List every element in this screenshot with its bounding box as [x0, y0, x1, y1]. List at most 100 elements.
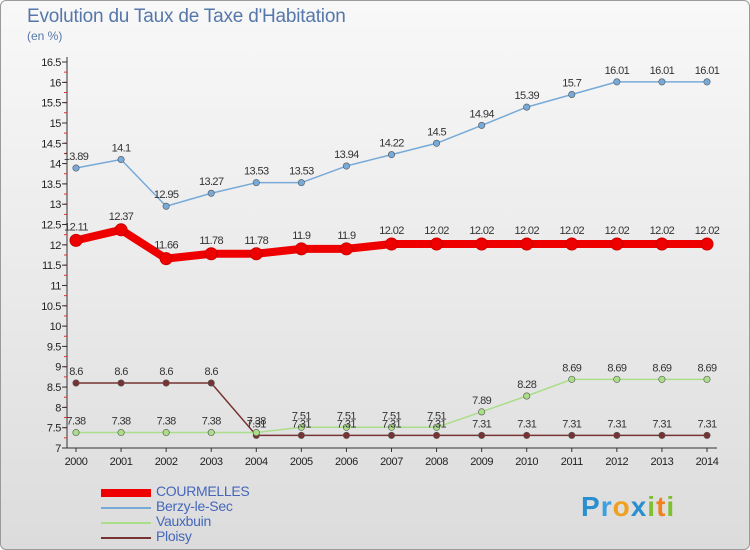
y-tick-label: 14.5	[41, 138, 61, 150]
series-point-2	[162, 429, 170, 437]
series-point-0	[610, 237, 624, 251]
legend-swatch	[101, 522, 151, 524]
data-label: 8.69	[652, 362, 671, 374]
y-tick-label: 12	[50, 240, 62, 252]
data-label: 14.94	[469, 108, 494, 120]
y-tick-label: 9.5	[47, 341, 61, 353]
data-label: 7.31	[427, 418, 446, 430]
series-point-0	[69, 233, 83, 247]
data-label: 14.1	[112, 143, 131, 155]
series-point-1	[523, 103, 531, 111]
series-point-1	[478, 121, 486, 129]
series-point-2	[117, 429, 125, 437]
series-point-2	[387, 423, 395, 431]
data-label: 11.66	[154, 240, 178, 252]
series-point-0	[430, 237, 444, 251]
x-tick-label: 2005	[290, 456, 313, 468]
series-point-1	[568, 91, 576, 99]
series-point-1	[207, 189, 215, 197]
data-label: 11.9	[337, 230, 356, 242]
data-label: 7.31	[292, 418, 311, 430]
data-label: 14.5	[427, 126, 446, 138]
series-point-2	[342, 423, 350, 431]
data-label: 7.38	[202, 416, 221, 428]
series-point-2	[252, 429, 260, 437]
data-label: 7.31	[337, 418, 356, 430]
data-label: 8.6	[159, 366, 173, 378]
data-label: 7.31	[697, 418, 716, 430]
x-tick-label: 2011	[561, 456, 583, 468]
x-tick-label: 2013	[650, 456, 673, 468]
series-point-3	[342, 431, 350, 439]
series-point-0	[114, 223, 128, 237]
data-label: 12.02	[469, 225, 494, 237]
x-tick-label: 2010	[515, 456, 538, 468]
data-label: 12.02	[514, 225, 539, 237]
data-label: 12.02	[424, 225, 449, 237]
legend-swatch	[101, 537, 151, 539]
series-point-1	[658, 78, 666, 86]
series-point-2	[72, 429, 80, 437]
data-label: 13.53	[289, 166, 314, 178]
data-label: 12.02	[650, 225, 675, 237]
data-label: 12.02	[605, 225, 630, 237]
series-point-3	[568, 431, 576, 439]
legend-swatch	[101, 489, 151, 497]
y-tick-label: 16.5	[41, 57, 61, 69]
series-point-3	[207, 379, 215, 387]
series-point-3	[478, 431, 486, 439]
data-label: 13.53	[244, 166, 269, 178]
data-label: 12.37	[109, 211, 134, 223]
data-label: 7.31	[472, 418, 491, 430]
series-point-2	[207, 429, 215, 437]
series-point-0	[204, 247, 218, 261]
series-point-0	[159, 252, 173, 266]
y-tick-label: 7.5	[47, 423, 61, 435]
x-tick-label: 2008	[425, 456, 448, 468]
series-point-2	[568, 375, 576, 383]
series-point-3	[658, 431, 666, 439]
series-point-3	[613, 431, 621, 439]
chart-title: Evolution du Taux de Taxe d'Habitation	[27, 6, 346, 27]
data-label: 8.69	[697, 362, 716, 374]
series-point-2	[297, 423, 305, 431]
series-point-0	[700, 237, 714, 251]
series-point-2	[523, 392, 531, 400]
data-label: 7.31	[652, 418, 671, 430]
data-label: 12.02	[379, 225, 404, 237]
data-label: 7.51	[382, 410, 401, 422]
y-tick-label: 10.5	[41, 301, 61, 313]
data-label: 8.28	[517, 379, 536, 391]
series-point-0	[385, 237, 398, 251]
data-label: 8.69	[607, 362, 626, 374]
series-point-1	[387, 151, 395, 159]
legend-label: Vauxbuin	[156, 513, 211, 529]
data-label: 12.02	[560, 225, 585, 237]
series-point-0	[655, 237, 669, 251]
series-point-0	[249, 247, 263, 261]
series-point-1	[117, 156, 125, 164]
y-tick-label: 15.5	[41, 98, 61, 110]
data-label: 7.51	[427, 410, 446, 422]
legend-swatch	[101, 507, 151, 509]
data-label: 13.89	[64, 151, 89, 163]
legend-label: Berzy-le-Sec	[156, 498, 233, 514]
series-point-0	[565, 237, 579, 251]
data-label: 7.31	[382, 418, 401, 430]
data-label: 13.94	[334, 149, 359, 161]
data-label: 7.51	[292, 410, 311, 422]
series-point-3	[703, 431, 711, 439]
series-point-3	[387, 431, 395, 439]
series-point-0	[339, 242, 353, 256]
legend-label: COURMELLES	[156, 483, 250, 499]
data-label: 15.39	[514, 90, 539, 102]
x-tick-label: 2004	[245, 456, 268, 468]
series-point-0	[520, 237, 534, 251]
proxiti-logo: Proxiti	[581, 491, 676, 522]
y-tick-label: 14	[50, 159, 62, 171]
y-tick-label: 8	[55, 402, 61, 414]
series-point-1	[72, 164, 80, 172]
y-tick-label: 7	[55, 443, 61, 455]
series-point-3	[117, 379, 125, 387]
